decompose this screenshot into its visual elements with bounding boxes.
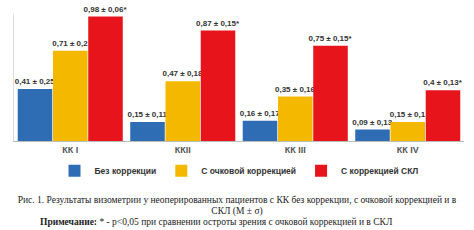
svg-text:0,71 ± 0,2: 0,71 ± 0,2 bbox=[52, 39, 88, 48]
svg-text:0,4 ± 0,13*: 0,4 ± 0,13* bbox=[423, 78, 463, 87]
svg-text:0,15 ± 0,1: 0,15 ± 0,1 bbox=[390, 110, 426, 119]
svg-text:0,87 ± 0,15*: 0,87 ± 0,15* bbox=[196, 19, 240, 28]
svg-text:С очковой коррекцией: С очковой коррекцией bbox=[201, 166, 296, 176]
html-text:Рис. 1. Результаты визометрии: Рис. 1. Результаты визометрии у неоперир… bbox=[17, 195, 457, 216]
svg-text:Без коррекции: Без коррекции bbox=[95, 166, 157, 176]
svg-text:0,47 ± 0,18: 0,47 ± 0,18 bbox=[162, 69, 203, 78]
svg-text:0,09 ± 0,13: 0,09 ± 0,13 bbox=[352, 118, 393, 127]
svg-text:0,35 ± 0,16: 0,35 ± 0,16 bbox=[275, 85, 316, 94]
svg-text:0,75 ± 0,15*: 0,75 ± 0,15* bbox=[309, 34, 353, 43]
svg-text:КК IV: КК IV bbox=[397, 145, 419, 155]
svg-text:0,15 ± 0,11: 0,15 ± 0,11 bbox=[127, 110, 167, 119]
svg-text:КК I: КК I bbox=[62, 145, 78, 155]
svg-text:ККII: ККII bbox=[175, 145, 191, 155]
svg-text:0,98 ± 0,06*: 0,98 ± 0,06* bbox=[84, 5, 128, 14]
svg-text:0,16 ± 0,17: 0,16 ± 0,17 bbox=[240, 109, 281, 118]
svg-text:КК III: КК III bbox=[285, 145, 306, 155]
html-text:Примечание: * - p<0,05 при сра: Примечание: * - p<0,05 при сравнении ост… bbox=[40, 217, 393, 227]
svg-text:0,41 ± 0,25: 0,41 ± 0,25 bbox=[15, 77, 56, 86]
svg-text:С коррекцией СКЛ: С коррекцией СКЛ bbox=[341, 166, 418, 176]
